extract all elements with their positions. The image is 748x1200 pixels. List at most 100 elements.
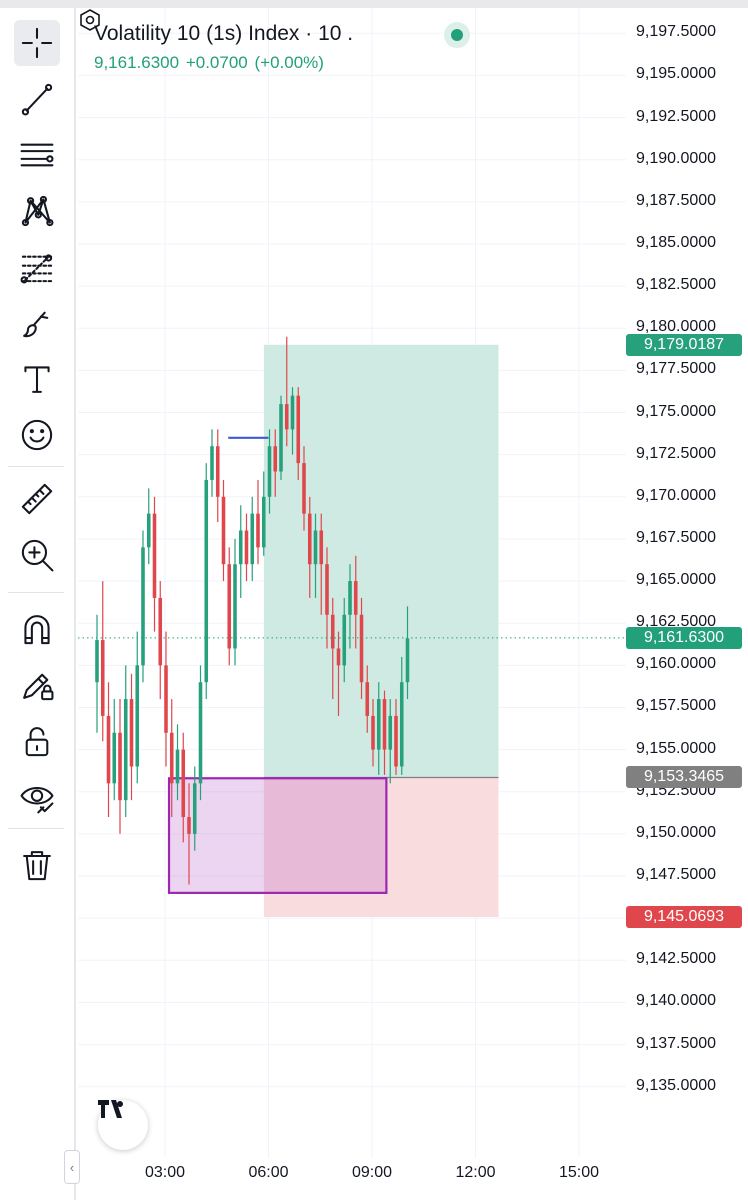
magnet-tool-button[interactable] [14,606,60,652]
horizontal-lines-tool-button[interactable] [14,132,60,178]
price-tick-label: 9,165.0000 [636,571,717,589]
symbol-legend[interactable]: Volatility 10 (1s) Index · 10 . 9,161.63… [94,22,353,73]
price-tick-label: 9,180.0000 [636,318,717,336]
candle-body [353,581,358,615]
change-percent: (+0.00%) [254,53,324,72]
price-tick-label: 9,177.5000 [636,360,717,378]
tradingview-logo[interactable] [98,1100,148,1150]
zoom-in-icon [21,539,54,572]
candle-body [210,446,214,480]
fib-icon [20,254,53,284]
trash-tool-button[interactable] [14,842,60,888]
market-status-icon[interactable] [444,22,470,48]
stop-price-label: 9,145.0693 [626,905,742,928]
price-tick-label: 9,170.0000 [636,486,717,504]
candle-body [238,530,243,565]
target-price-label: 9,179.0187 [626,333,742,356]
candle-body [175,749,180,784]
fib-tool-button[interactable] [14,244,60,290]
zoom-in-tool-button[interactable] [14,532,60,578]
ruler-tool-button[interactable] [14,476,60,522]
chart-canvas[interactable] [78,8,748,1200]
candle-body [336,648,341,666]
crosshair-icon [21,27,53,59]
candle-body [129,699,134,767]
price-tick-label: 9,175.0000 [636,402,717,420]
candle-body [307,513,312,565]
settings-icon[interactable] [78,8,102,32]
price-tick-label: 9,155.0000 [636,739,717,757]
candle-body [296,395,301,464]
drawing-toolbar: ‹ [0,8,80,1200]
candle-body [118,732,122,801]
price-change: 9,161.6300 +0.0700 (+0.00%) [94,53,353,73]
brush-tool-button[interactable] [14,300,60,346]
rectangle-zone [167,777,388,894]
candle-body [348,581,352,615]
pattern-tool-button[interactable] [14,188,60,234]
chevron-left-icon: ‹ [69,1159,75,1175]
candle-body [100,640,105,716]
candle-body [152,513,157,598]
candle-body [290,395,295,430]
last-price: 9,161.6300 [94,53,180,72]
trash-icon [23,851,51,881]
toolbar-collapse-button[interactable]: ‹ [64,1150,80,1184]
toolbar-divider [8,828,64,829]
candle-body [215,446,220,497]
candle-body [284,404,289,430]
price-tick-label: 9,140.0000 [636,992,717,1010]
time-tick-label: 15:00 [558,1164,600,1181]
candle-body [123,699,128,801]
lock-drawing-tool-button[interactable] [14,662,60,708]
price-tick-label: 9,167.5000 [636,528,717,546]
trend-line-tool-button[interactable] [14,76,60,122]
eye-tool-button[interactable] [14,774,60,820]
price-tick-label: 9,172.5000 [636,444,717,462]
price-tick-label: 9,192.5000 [636,107,717,125]
candle-body [146,513,151,548]
crosshair-tool-button[interactable] [14,20,60,66]
text-icon [24,366,50,393]
price-tick-label: 9,150.0000 [636,823,717,841]
profit-zone [263,344,499,778]
unlock-tool-button[interactable] [14,718,60,764]
eye-icon [20,786,54,814]
top-edge [0,0,748,8]
price-tick-label: 9,137.5000 [636,1034,717,1052]
candle-body [135,665,140,767]
price-tick-label: 9,157.5000 [636,697,717,715]
candle-body [198,682,203,784]
lock-drawing-icon [23,673,54,701]
toolbar-divider [8,466,64,467]
candle-body [388,715,393,750]
price-tick-label: 9,142.5000 [636,950,717,968]
time-tick-label: 03:00 [144,1164,186,1181]
price-tick-label: 9,195.0000 [636,65,717,83]
candle-body [267,446,272,497]
price-tick-label: 9,182.5000 [636,276,717,294]
candle-body [204,479,209,683]
price-tick-label: 9,190.0000 [636,149,717,167]
candle-body [250,513,255,565]
candle-body [319,530,324,565]
candle-body [405,638,410,683]
candle-body [365,682,370,716]
chart-area[interactable]: Volatility 10 (1s) Index · 10 . 9,161.63… [78,8,748,1200]
candle-body [342,614,347,666]
candle-body [164,665,168,733]
candle-body [376,699,381,750]
current-price-label: 9,161.6300 [626,626,742,649]
candle-body [371,715,375,750]
candle-body [302,463,306,514]
candle-body [95,640,99,683]
emoji-tool-button[interactable] [14,412,60,458]
price-tick-label: 9,135.0000 [636,1076,717,1094]
trend-line-icon [21,83,53,116]
text-tool-button[interactable] [14,356,60,402]
candle-body [181,749,186,818]
candle-body [227,564,232,649]
symbol-title: Volatility 10 (1s) Index · 10 . [94,22,354,45]
candle-body [313,530,318,565]
candle-body [261,496,266,548]
